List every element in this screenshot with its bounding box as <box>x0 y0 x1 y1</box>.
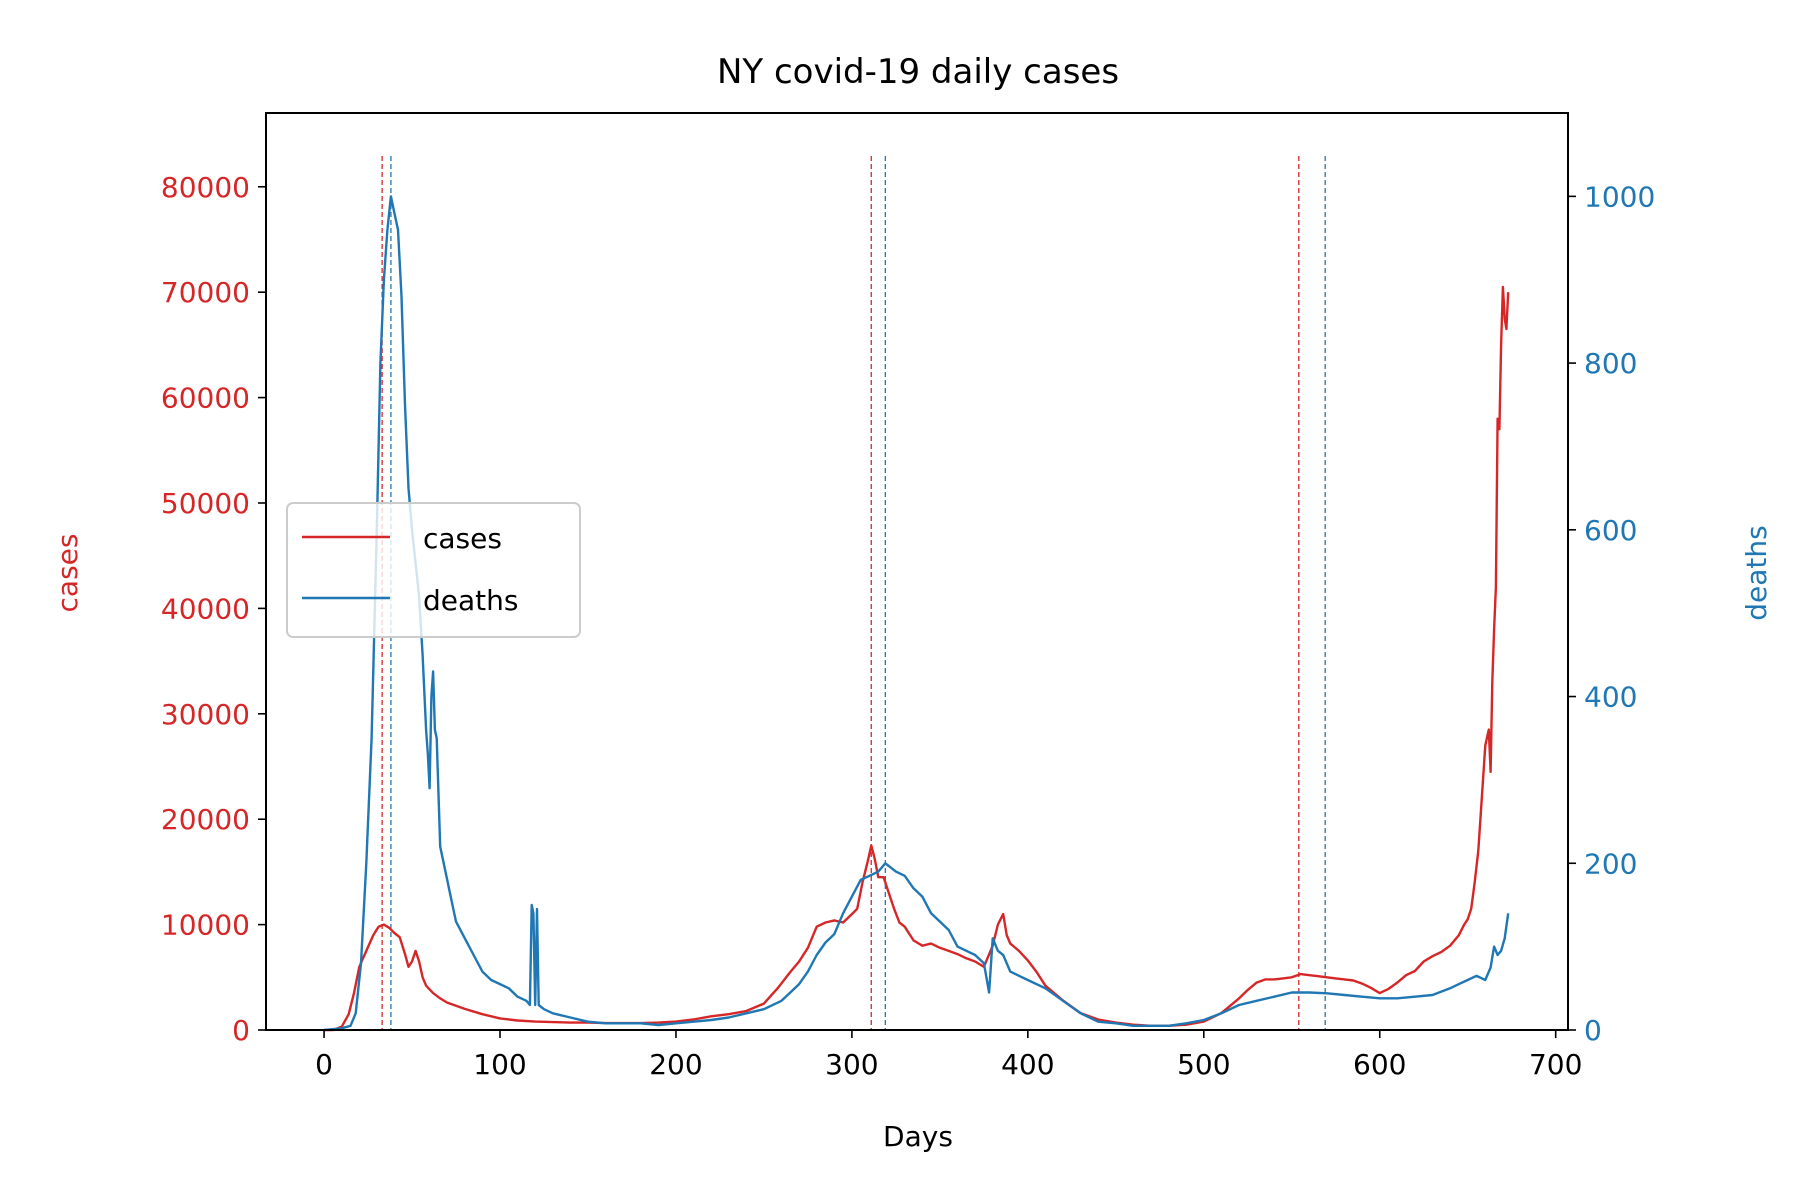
x-tick-label: 300 <box>825 1048 878 1081</box>
x-tick-label: 500 <box>1177 1048 1230 1081</box>
series-line-cases <box>324 285 1510 1032</box>
series-lines <box>323 195 1510 1032</box>
y-axis-label-left: cases <box>51 534 84 613</box>
y-tick-label-left: 10000 <box>161 909 250 942</box>
reference-lines <box>381 156 1326 1030</box>
legend-label-cases: cases <box>423 522 502 555</box>
x-axis-label: Days <box>883 1120 953 1153</box>
y-axis-label-right: deaths <box>1740 525 1773 620</box>
axes <box>265 112 1569 1031</box>
y-tick-label-right: 1000 <box>1584 180 1655 213</box>
y-tick-label-right: 800 <box>1584 347 1637 380</box>
y-tick-label-left: 80000 <box>161 171 250 204</box>
x-tick-label: 600 <box>1353 1048 1406 1081</box>
y-tick-label-left: 50000 <box>161 487 250 520</box>
legend-label-deaths: deaths <box>423 584 518 617</box>
y-tick-label-left: 60000 <box>161 382 250 415</box>
plot-frame <box>265 112 1569 1031</box>
x-tick-label: 100 <box>473 1048 526 1081</box>
ticks: 0 100 200 300 400 500 600 700010000200003000040… <box>161 171 1655 1081</box>
y-tick-label-right: 600 <box>1584 514 1637 547</box>
y-tick-label-left: 70000 <box>161 276 250 309</box>
series-line-deaths <box>323 195 1510 1032</box>
x-tick-label: 400 <box>1001 1048 1054 1081</box>
y-tick-label-left: 0 <box>232 1014 250 1047</box>
y-tick-label-left: 40000 <box>161 592 250 625</box>
y-tick-label-right: 0 <box>1584 1014 1602 1047</box>
chart-title: NY covid-19 daily cases <box>717 52 1119 92</box>
x-tick-label: 0 <box>315 1048 333 1081</box>
y-tick-label-right: 200 <box>1584 847 1637 880</box>
x-tick-label: 700 <box>1529 1048 1582 1081</box>
legend: cases deaths <box>286 502 581 638</box>
y-tick-label-left: 20000 <box>161 803 250 836</box>
y-tick-label-left: 30000 <box>161 698 250 731</box>
x-tick-label: 200 <box>649 1048 702 1081</box>
y-tick-label-right: 400 <box>1584 681 1637 714</box>
